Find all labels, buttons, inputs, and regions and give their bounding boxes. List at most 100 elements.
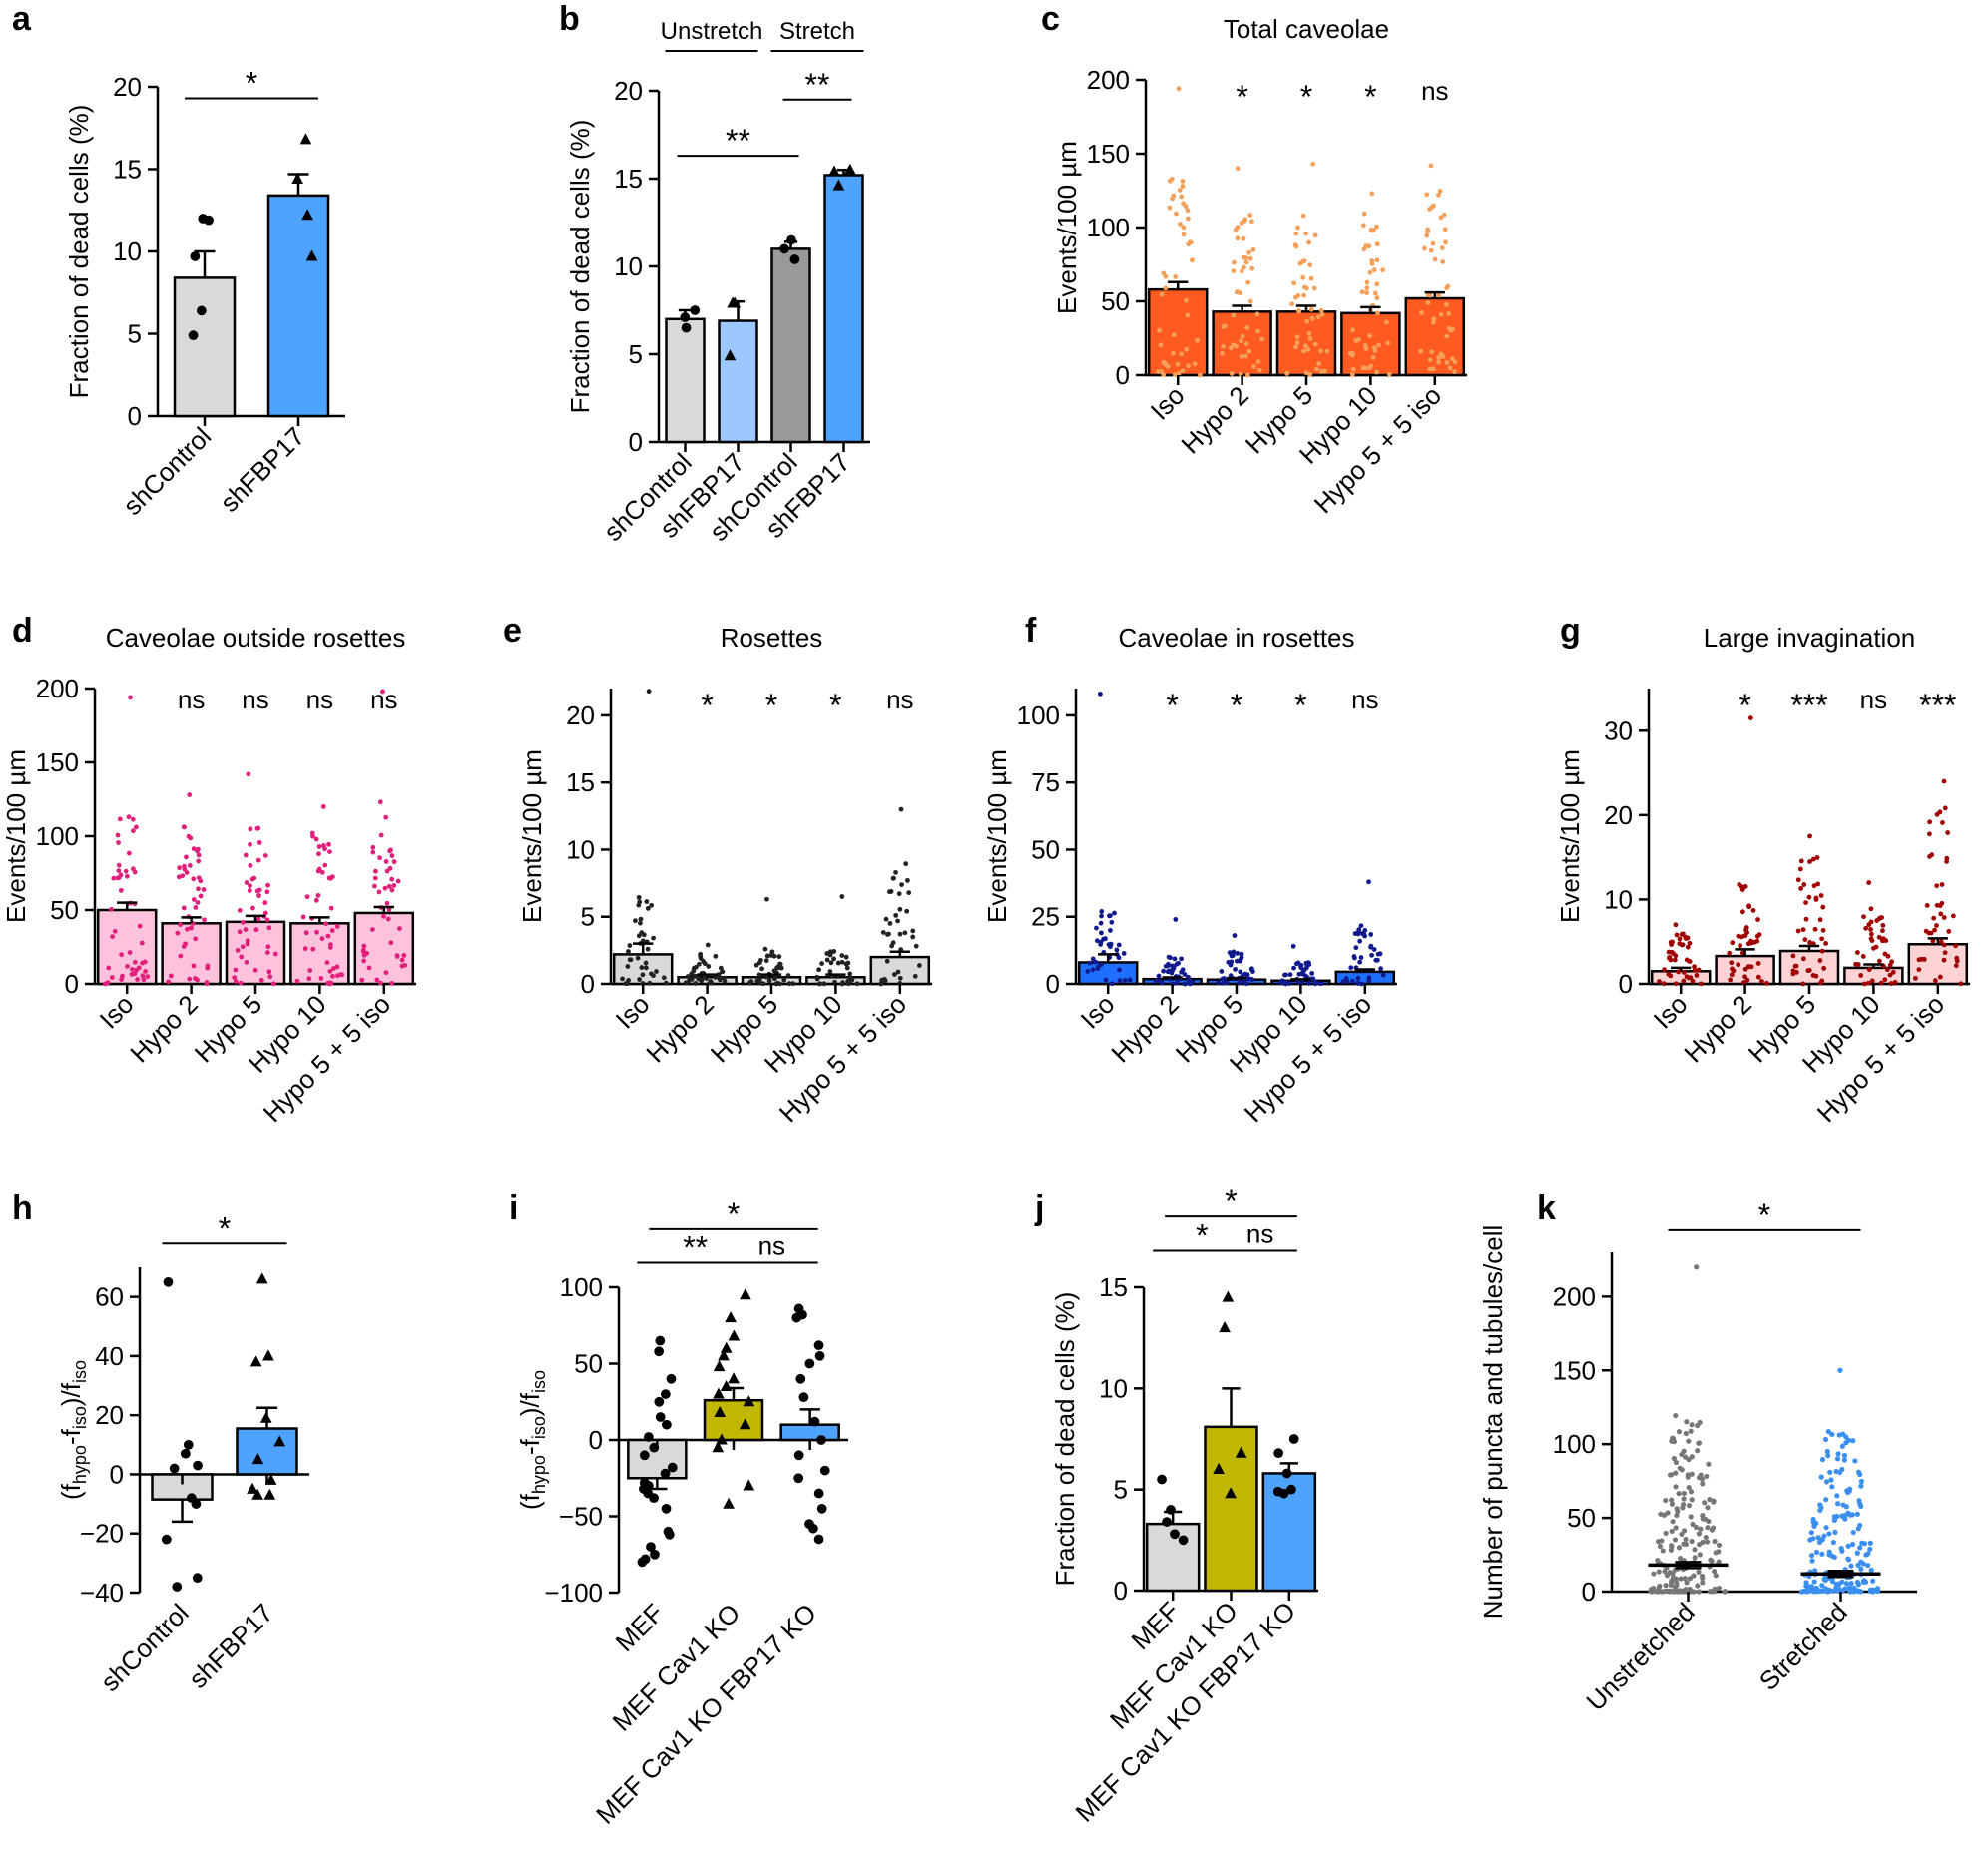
- bar-h-1: [236, 1427, 298, 1476]
- data-point-d: [129, 971, 135, 977]
- data-point-d: [329, 928, 335, 933]
- data-point-g: [1737, 882, 1742, 887]
- data-point-g: [1742, 974, 1747, 980]
- data-point-g: [1790, 968, 1796, 974]
- data-point-c: [1360, 223, 1366, 229]
- data-point-e: [832, 979, 837, 985]
- data-point-k: [1695, 1583, 1701, 1589]
- data-point-e: [687, 976, 693, 982]
- data-point-g: [1880, 928, 1885, 934]
- data-point-g: [1669, 942, 1674, 947]
- data-point-g: [1800, 927, 1806, 933]
- data-point-d: [183, 941, 189, 947]
- data-point-c: [1430, 240, 1436, 246]
- chart-title-f: Caveolae in rosettes: [1118, 623, 1354, 653]
- y-tick-label-b: 20: [614, 76, 643, 106]
- data-point-h: [251, 1488, 263, 1500]
- data-point-k: [1713, 1550, 1719, 1556]
- data-point-e: [643, 960, 649, 966]
- data-point-f: [1222, 976, 1227, 981]
- data-point-g: [1887, 972, 1893, 978]
- data-point-e: [839, 959, 845, 965]
- data-point-c: [1184, 346, 1190, 352]
- data-point-g: [1795, 877, 1801, 883]
- data-point-d: [361, 943, 367, 949]
- data-point-d: [166, 979, 172, 985]
- data-point-g: [1683, 934, 1689, 940]
- data-point-g: [1682, 970, 1687, 975]
- data-point-f: [1306, 981, 1312, 986]
- data-point-f: [1282, 980, 1288, 986]
- data-point-i: [720, 1341, 733, 1353]
- data-point-g: [1868, 919, 1874, 925]
- data-point-c: [1442, 227, 1448, 232]
- data-point-c: [1307, 262, 1313, 268]
- data-point-d: [184, 854, 189, 860]
- data-point-c: [1242, 218, 1247, 224]
- data-point-c: [1369, 228, 1374, 233]
- panel-letter-i: i: [509, 1189, 518, 1227]
- data-point-k: [1676, 1429, 1683, 1435]
- data-point-f: [1286, 981, 1292, 986]
- data-point-c: [1318, 307, 1324, 313]
- data-point-e: [756, 977, 762, 983]
- data-point-e: [854, 981, 860, 987]
- y-tick-label-j: 15: [1099, 1272, 1128, 1302]
- data-point-d: [387, 848, 393, 854]
- data-point-i: [716, 1433, 728, 1445]
- data-point-c: [1295, 225, 1300, 231]
- data-point-i: [713, 1360, 726, 1372]
- data-point-g: [1673, 981, 1679, 987]
- data-point-e: [893, 912, 899, 918]
- data-point-e: [910, 934, 916, 940]
- data-point-d: [248, 826, 253, 832]
- data-point-e: [625, 964, 631, 969]
- data-point-c: [1438, 311, 1444, 317]
- y-axis-label-f: Events/100 µm: [982, 749, 1012, 923]
- data-point-f: [1103, 977, 1109, 983]
- data-point-k: [1852, 1458, 1858, 1464]
- x-category-label-c: Hypo 2: [1175, 380, 1253, 459]
- significance-label-d: ns: [370, 685, 397, 714]
- data-point-g: [1941, 778, 1947, 784]
- data-point-k: [1819, 1551, 1825, 1557]
- y-tick-label-g: 0: [1619, 969, 1633, 999]
- data-point-d: [181, 905, 187, 911]
- data-point-d: [323, 921, 329, 927]
- data-point-i: [791, 1312, 802, 1323]
- x-category-label-k: Unstretched: [1580, 1597, 1700, 1716]
- data-point-g: [1937, 974, 1943, 980]
- data-point-j: [1170, 1529, 1180, 1540]
- data-point-d: [316, 866, 322, 872]
- data-point-k: [1706, 1461, 1712, 1467]
- data-point-k: [1707, 1496, 1713, 1503]
- data-point-c: [1380, 267, 1385, 273]
- data-point-f: [1380, 972, 1386, 978]
- data-point-c: [1240, 268, 1244, 274]
- significance-label-c: *: [1300, 79, 1312, 115]
- data-point-e: [641, 932, 647, 938]
- panel-letter-f: f: [1025, 612, 1037, 650]
- data-point-g: [1927, 819, 1933, 825]
- data-point-d: [334, 924, 340, 929]
- data-point-d: [383, 970, 389, 976]
- data-point-d: [383, 814, 389, 820]
- data-point-d: [307, 968, 313, 973]
- data-point-d: [359, 977, 365, 983]
- data-point-c: [1315, 314, 1321, 320]
- data-point-g: [1855, 962, 1861, 967]
- panel-k: k 0 50 100 150 200 Number of puncta and tubule…: [1478, 1189, 1917, 1716]
- data-point-g: [1939, 882, 1945, 887]
- data-point-k: [1824, 1448, 1830, 1455]
- data-point-i: [816, 1435, 826, 1445]
- data-point-k: [1700, 1481, 1706, 1487]
- data-point-k: [1834, 1513, 1840, 1520]
- data-point-e: [640, 972, 646, 978]
- data-point-e: [893, 869, 898, 875]
- data-point-d: [115, 832, 121, 838]
- data-point-e: [790, 981, 796, 987]
- data-point-c: [1452, 359, 1458, 365]
- data-point-c: [1249, 265, 1255, 271]
- data-point-g: [1942, 805, 1948, 811]
- data-point-e: [847, 975, 852, 981]
